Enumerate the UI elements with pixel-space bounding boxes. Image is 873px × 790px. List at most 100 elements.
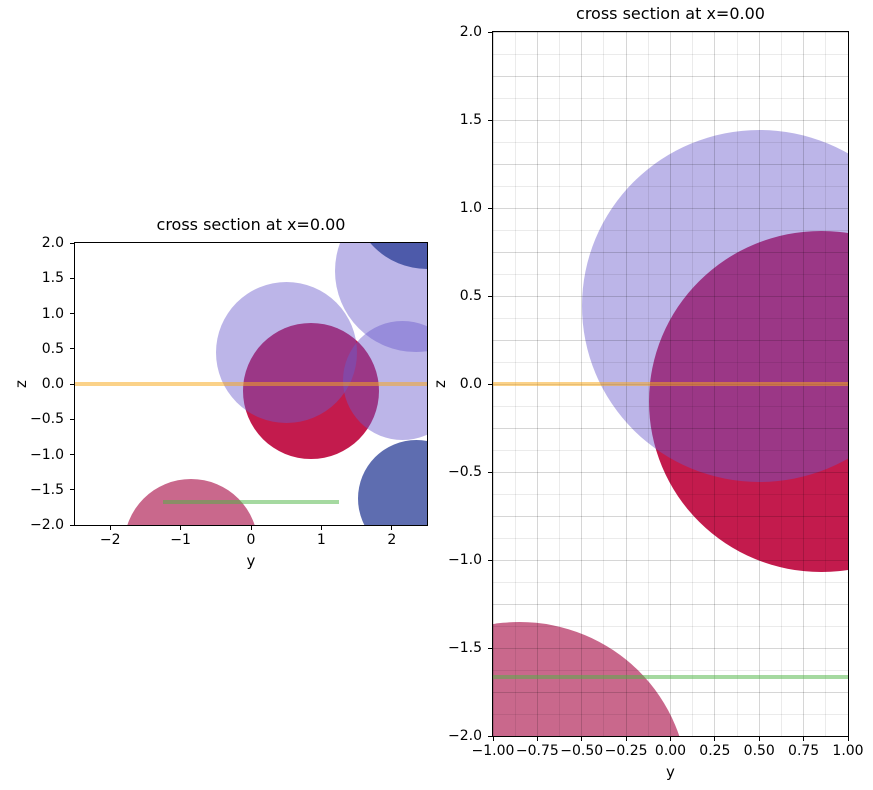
- orange-hline: [75, 382, 427, 386]
- x-tick-label: 0.75: [788, 743, 820, 759]
- y-tick-mark: [488, 207, 492, 209]
- grid-major-hline: [493, 471, 848, 473]
- grid-major-hline: [493, 515, 848, 517]
- right-plot-area: [492, 31, 849, 737]
- x-tick-mark: [320, 526, 322, 530]
- y-tick-label: 1.5: [459, 112, 482, 128]
- sphere-darkblue-bottomright: [358, 439, 427, 525]
- x-tick-mark: [180, 526, 182, 530]
- x-tick-label: −0.50: [560, 743, 604, 759]
- sphere-crimson: [242, 322, 380, 460]
- x-tick-mark: [109, 526, 111, 530]
- grid-minor-hline: [493, 713, 848, 715]
- grid-major-hline: [493, 559, 848, 561]
- x-tick-label: 0.00: [654, 743, 687, 759]
- grid-minor-hline: [493, 669, 848, 671]
- green-hline: [163, 499, 339, 504]
- x-tick-mark: [250, 526, 252, 530]
- grid-major-hline: [493, 32, 848, 33]
- grid-major-hline: [493, 691, 848, 693]
- y-tick-mark: [70, 489, 74, 491]
- grid-major-hline: [493, 251, 848, 253]
- x-tick-mark: [391, 526, 393, 530]
- y-tick-label: −1.0: [448, 552, 482, 568]
- y-tick-label: 1.0: [41, 305, 64, 322]
- x-tick-label: −2: [99, 532, 121, 548]
- y-tick-label: 1.0: [459, 200, 482, 216]
- x-tick-label: 2: [387, 532, 397, 548]
- y-tick-mark: [488, 647, 492, 649]
- y-tick-mark: [70, 383, 74, 385]
- x-tick-label: 1: [316, 532, 326, 548]
- grid-minor-hline: [493, 53, 848, 55]
- right-plot-x-axis-label: y: [666, 763, 675, 781]
- orange-hline: [493, 382, 848, 386]
- y-tick-mark: [488, 119, 492, 121]
- x-tick-label: 0.25: [699, 743, 731, 759]
- sphere-lavender-main: [215, 282, 357, 424]
- y-tick-mark: [70, 348, 74, 350]
- y-tick-mark: [70, 313, 74, 314]
- y-tick-mark: [488, 559, 492, 561]
- grid-minor-hline: [493, 317, 848, 319]
- y-tick-mark: [70, 524, 74, 526]
- grid-major-hline: [493, 339, 848, 341]
- y-tick-label: −1.5: [448, 640, 482, 656]
- x-tick-mark: [492, 737, 494, 741]
- grid-minor-hline: [493, 581, 848, 583]
- green-hline: [493, 675, 848, 680]
- x-tick-label: 1.00: [832, 743, 864, 759]
- grid-minor-hline: [493, 229, 848, 231]
- x-tick-label: −1: [170, 532, 191, 548]
- y-tick-mark: [488, 383, 492, 385]
- y-tick-label: −1.5: [30, 481, 64, 498]
- y-tick-label: −1.0: [30, 446, 64, 463]
- grid-minor-hline: [493, 185, 848, 187]
- grid-minor-hline: [493, 141, 848, 143]
- grid-minor-hline: [493, 97, 848, 99]
- right-plot-title: cross section at x=0.00: [576, 4, 765, 23]
- x-tick-label: −0.25: [604, 743, 648, 759]
- y-tick-label: 0.5: [41, 340, 64, 357]
- left-plot-title: cross section at x=0.00: [156, 215, 346, 234]
- left-plot-area: [74, 242, 428, 526]
- y-tick-label: 1.5: [41, 270, 64, 287]
- y-tick-label: −2.0: [448, 728, 482, 744]
- x-tick-mark: [847, 737, 849, 741]
- y-tick-label: 2.0: [459, 24, 482, 40]
- grid-major-hline: [493, 603, 848, 605]
- x-tick-mark: [536, 737, 538, 741]
- x-tick-mark: [625, 737, 627, 741]
- grid-major-hline: [493, 647, 848, 649]
- y-tick-label: −0.5: [448, 464, 482, 480]
- x-tick-mark: [714, 737, 716, 741]
- grid-minor-hline: [493, 625, 848, 627]
- grid-major-hline: [493, 207, 848, 209]
- y-tick-label: −2.0: [30, 517, 64, 533]
- grid-major-hline: [493, 75, 848, 77]
- y-tick-label: 0.0: [41, 376, 64, 392]
- x-tick-mark: [758, 737, 760, 741]
- grid-major-hline: [493, 735, 848, 736]
- x-tick-mark: [581, 737, 583, 741]
- y-tick-mark: [488, 471, 492, 473]
- x-tick-mark: [670, 737, 671, 741]
- grid-minor-hline: [493, 537, 848, 539]
- grid-minor-hline: [493, 493, 848, 495]
- grid-major-hline: [493, 295, 848, 297]
- y-tick-mark: [70, 277, 74, 279]
- x-tick-label: 0.50: [743, 743, 775, 759]
- left-plot-x-axis-label: y: [246, 552, 256, 570]
- y-tick-mark: [488, 31, 492, 33]
- y-tick-label: 0.5: [459, 288, 482, 304]
- y-tick-mark: [70, 454, 74, 455]
- y-tick-mark: [70, 418, 74, 420]
- grid-major-hline: [493, 119, 848, 121]
- x-tick-mark: [803, 737, 805, 741]
- grid-minor-hline: [493, 405, 848, 407]
- x-tick-label: −0.75: [515, 743, 559, 759]
- grid-major-hline: [493, 163, 848, 165]
- x-tick-label: 0: [246, 532, 256, 548]
- grid-major-hline: [493, 427, 848, 429]
